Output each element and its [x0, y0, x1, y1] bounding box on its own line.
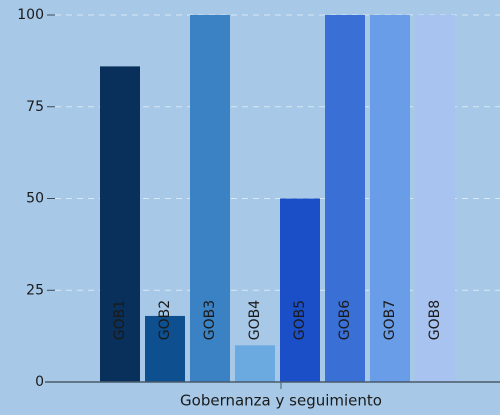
y-tick-label: 0	[35, 374, 44, 390]
bar	[145, 315, 185, 382]
y-tick-label: 25	[26, 282, 44, 298]
x-axis-label: Gobernanza y seguimiento	[180, 392, 382, 410]
x-tick-label: GOB5	[292, 300, 308, 340]
x-tick-label: GOB2	[157, 300, 173, 340]
x-tick-label: GOB3	[202, 300, 218, 340]
x-tick-label: GOB4	[247, 300, 263, 340]
bar	[100, 66, 140, 382]
x-tick-label: GOB6	[337, 300, 353, 340]
bar	[370, 15, 410, 382]
x-tick-label: GOB7	[382, 300, 398, 340]
x-tick-label: GOB8	[427, 300, 443, 340]
bar	[190, 15, 230, 382]
bar	[280, 198, 320, 382]
y-tick-label: 75	[26, 99, 44, 115]
bar	[235, 345, 275, 382]
bar	[325, 15, 365, 382]
bar	[415, 15, 455, 382]
y-tick-label: 100	[17, 7, 44, 23]
x-tick-label: GOB1	[112, 300, 128, 340]
y-tick-label: 50	[26, 191, 44, 207]
